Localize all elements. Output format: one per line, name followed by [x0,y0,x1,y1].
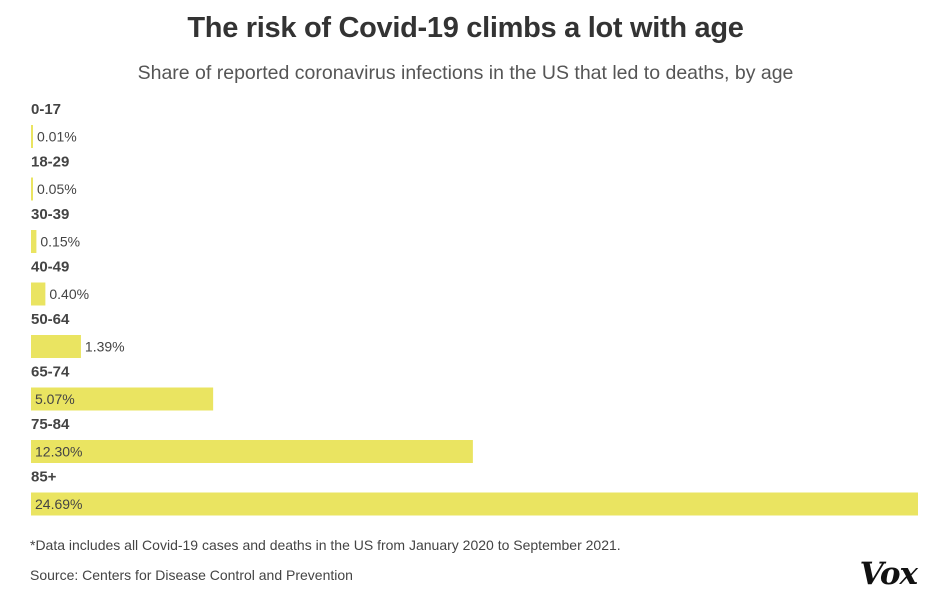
bar [31,282,46,306]
bar [31,492,918,516]
value-label: 0.05% [37,181,77,197]
value-label: 1.39% [85,339,125,355]
bar [31,177,33,201]
value-label: 0.01% [37,129,77,145]
category-label: 85+ [31,469,57,486]
category-label: 40-49 [31,259,69,276]
vox-logo: Vox [859,556,918,592]
category-label: 0-17 [31,101,61,118]
value-label: 24.69% [35,496,82,512]
value-label: 5.07% [35,391,75,407]
bar [31,387,214,411]
bar [31,440,473,463]
category-label: 30-39 [31,206,69,223]
value-label: 0.15% [40,234,80,250]
bar [31,335,81,358]
source-note: Source: Centers for Disease Control and … [30,567,353,583]
value-label: 12.30% [35,444,82,460]
category-label: 65-74 [31,364,70,381]
bar [31,230,37,253]
chart-title: The risk of Covid-19 climbs a lot with a… [187,12,744,44]
footnote: *Data includes all Covid-19 cases and de… [30,537,621,553]
category-label: 75-84 [31,416,70,433]
chart-subtitle: Share of reported coronavirus infections… [137,62,794,84]
category-label: 18-29 [31,154,69,171]
value-label: 0.40% [49,286,89,302]
bar [31,125,33,148]
category-label: 50-64 [31,311,70,328]
